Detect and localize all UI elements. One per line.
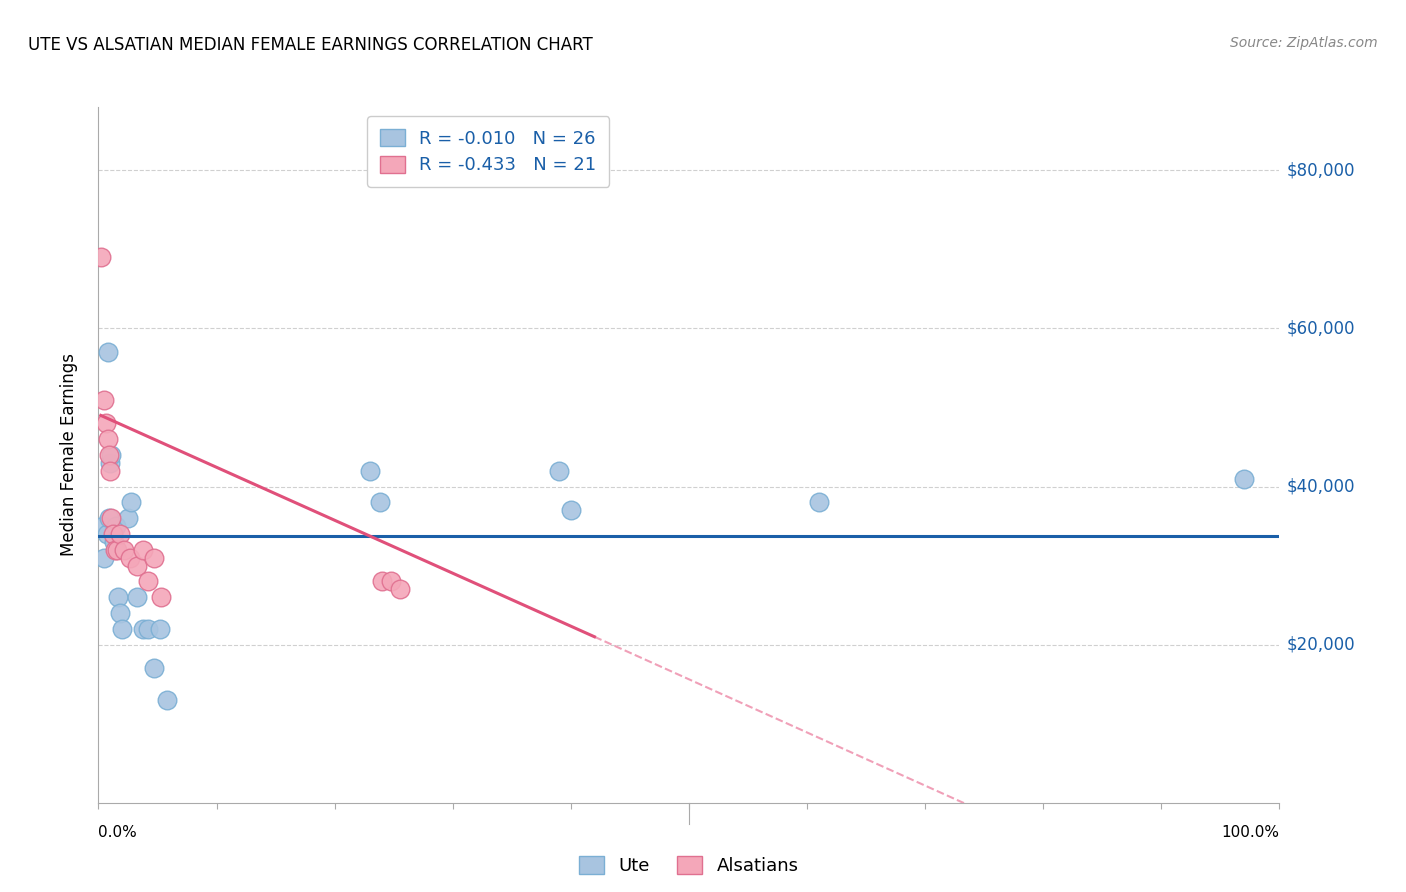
Point xyxy=(117,511,139,525)
Point xyxy=(93,550,115,565)
Point xyxy=(388,582,411,597)
Point xyxy=(371,574,394,589)
Point xyxy=(112,542,135,557)
Point xyxy=(100,448,122,462)
Point xyxy=(108,527,131,541)
Point xyxy=(98,511,121,525)
Point xyxy=(111,622,134,636)
Text: $20,000: $20,000 xyxy=(1286,636,1355,654)
Point xyxy=(560,503,582,517)
Point xyxy=(98,448,121,462)
Point xyxy=(93,392,115,407)
Point xyxy=(150,591,173,605)
Point xyxy=(380,574,402,589)
Point xyxy=(127,591,149,605)
Point xyxy=(121,495,143,509)
Point xyxy=(97,432,120,446)
Point xyxy=(103,535,125,549)
Point xyxy=(127,558,149,573)
Point xyxy=(1233,472,1256,486)
Point xyxy=(108,606,131,620)
Point xyxy=(142,661,165,675)
Point xyxy=(132,622,155,636)
Point xyxy=(368,495,391,509)
Point xyxy=(91,519,114,533)
Y-axis label: Median Female Earnings: Median Female Earnings xyxy=(59,353,77,557)
Text: UTE VS ALSATIAN MEDIAN FEMALE EARNINGS CORRELATION CHART: UTE VS ALSATIAN MEDIAN FEMALE EARNINGS C… xyxy=(28,36,593,54)
Point xyxy=(548,464,571,478)
Point xyxy=(107,591,129,605)
Point xyxy=(101,527,124,541)
Point xyxy=(359,464,381,478)
Legend: Ute, Alsatians: Ute, Alsatians xyxy=(569,847,808,884)
Text: $80,000: $80,000 xyxy=(1286,161,1355,179)
Point xyxy=(142,550,165,565)
Point xyxy=(105,542,128,557)
Point xyxy=(156,693,179,707)
Point xyxy=(90,250,112,264)
Point xyxy=(132,542,155,557)
Point xyxy=(104,542,127,557)
Text: $60,000: $60,000 xyxy=(1286,319,1355,337)
Text: $40,000: $40,000 xyxy=(1286,477,1355,496)
Point xyxy=(97,345,120,359)
Point xyxy=(94,417,117,431)
Point xyxy=(98,456,121,470)
Point xyxy=(98,464,121,478)
Point xyxy=(149,622,172,636)
Text: Source: ZipAtlas.com: Source: ZipAtlas.com xyxy=(1230,36,1378,50)
Point xyxy=(96,527,118,541)
Point xyxy=(136,574,159,589)
Point xyxy=(105,519,128,533)
Point xyxy=(120,550,142,565)
Point xyxy=(100,511,122,525)
Text: 0.0%: 0.0% xyxy=(98,825,138,840)
Point xyxy=(807,495,830,509)
Text: 100.0%: 100.0% xyxy=(1222,825,1279,840)
Point xyxy=(136,622,159,636)
